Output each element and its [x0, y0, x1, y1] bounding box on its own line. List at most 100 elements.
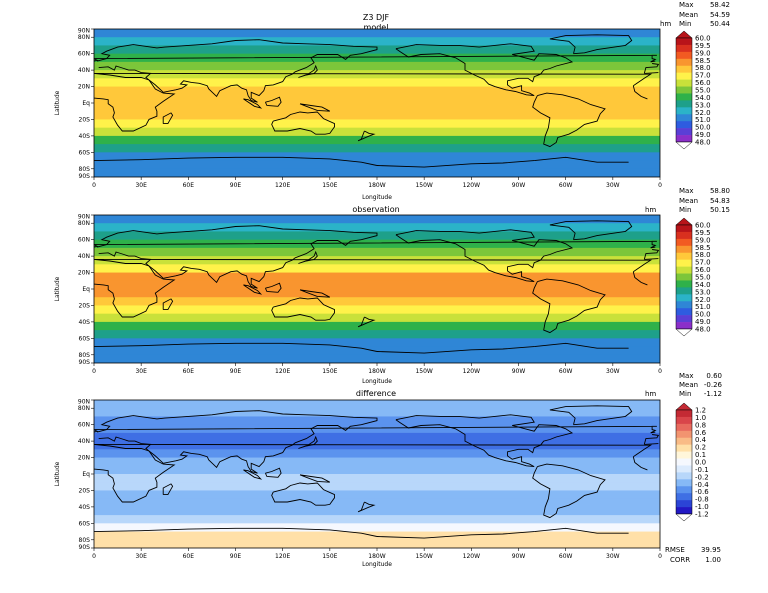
x-tick-label: 120E: [275, 182, 290, 189]
zonal-band: [94, 338, 660, 348]
colorbar-swatch: [676, 79, 692, 87]
coastline: [376, 160, 535, 168]
colorbar-tick-label: 55.0: [695, 274, 711, 282]
colorbar-tick-label: 57.0: [695, 259, 711, 267]
colorbar-swatch: [676, 93, 692, 101]
zonal-band: [94, 29, 660, 38]
colorbar-tick-label: 51.0: [695, 303, 711, 311]
corr-value: 1.00: [705, 556, 721, 564]
coastline: [93, 156, 629, 166]
colorbar-swatch: [676, 437, 692, 445]
colorbar-swatch: [676, 294, 692, 302]
zonal-band: [94, 305, 660, 315]
coastline: [243, 284, 263, 295]
colorbar-tick-label: 54.0: [695, 281, 711, 289]
coastline: [298, 64, 318, 78]
x-tick-label: 60W: [559, 182, 573, 189]
stat-max-value: 58.80: [710, 187, 730, 195]
coastline: [264, 96, 282, 107]
y-tick-label: Eq: [82, 471, 90, 478]
corr-label: CORR: [670, 556, 690, 564]
x-tick-label: 30E: [135, 368, 147, 375]
x-tick-label: 90W: [512, 368, 526, 375]
zonal-band: [94, 239, 660, 249]
coastline: [395, 43, 574, 97]
y-tick-label: 20N: [78, 270, 90, 277]
units-label: hm: [645, 206, 656, 214]
colorbar-swatch: [676, 121, 692, 129]
zonal-band: [94, 539, 660, 548]
x-tick-label: 90E: [230, 182, 242, 189]
zonal-band: [94, 86, 660, 96]
coastline: [271, 297, 335, 321]
stat-min-value: 50.15: [710, 206, 730, 214]
colorbar-tick-label: 59.0: [695, 236, 711, 244]
colorbar-tick-label: -1.0: [695, 503, 709, 511]
zonal-band: [94, 215, 660, 224]
coastline: [243, 469, 263, 480]
zonal-band: [94, 354, 660, 363]
zonal-band: [94, 523, 660, 533]
coastline: [93, 240, 657, 249]
x-tick-label: 180W: [368, 182, 385, 189]
x-tick-label: 30E: [135, 553, 147, 560]
zonal-band: [94, 432, 660, 442]
zonal-band: [94, 160, 660, 170]
x-tick-label: 0: [92, 182, 96, 189]
zonal-band: [94, 61, 660, 71]
colorbar-tick-label: 59.0: [695, 49, 711, 57]
colorbar-tick-label: 0.6: [695, 429, 707, 437]
stat-mean-value: -0.26: [704, 381, 723, 389]
x-tick-label: 150E: [322, 368, 337, 375]
coastline: [96, 410, 660, 474]
colorbar-swatch: [676, 500, 692, 508]
coastline: [357, 130, 376, 142]
coastline: [532, 278, 606, 334]
stat-min-label: Min: [679, 20, 691, 28]
coastline: [96, 39, 660, 103]
zonal-band: [94, 78, 660, 88]
y-tick-label: 80S: [79, 537, 91, 544]
y-tick-label: 60S: [79, 520, 91, 527]
zonal-band: [94, 474, 660, 483]
zonal-band: [94, 498, 660, 508]
zonal-band: [94, 424, 660, 434]
colorbar-tick-label: 48.0: [695, 139, 711, 147]
panel-observation: observation Max 58.80 Mean 54.83 hm Min …: [54, 187, 730, 385]
coastline: [93, 342, 629, 352]
zonal-band: [94, 297, 660, 307]
x-tick-label: 150W: [415, 553, 432, 560]
zonal-band: [94, 408, 660, 418]
zonal-band: [94, 490, 660, 500]
colorbar-tick-label: 56.0: [695, 266, 711, 274]
coastline: [376, 346, 535, 354]
colorbar-swatch: [676, 472, 692, 480]
stat-mean-value: 54.83: [710, 197, 730, 205]
zonal-band: [94, 515, 660, 524]
colorbar-tick-label: 52.0: [695, 296, 711, 304]
y-tick-label: 40S: [79, 319, 91, 326]
colorbar-swatch: [676, 266, 692, 274]
y-tick-label: 60S: [79, 335, 91, 342]
panel-title: difference: [356, 389, 396, 398]
coastline: [93, 54, 657, 63]
y-axis-label: Latitude: [54, 90, 61, 115]
colorbar-tick-label: 53.0: [695, 288, 711, 296]
coastline: [549, 34, 633, 55]
colorbar-under-arrow: [675, 513, 693, 522]
coastline: [93, 527, 629, 537]
y-tick-label: 90N: [78, 399, 90, 406]
y-tick-label: 20N: [78, 455, 90, 462]
x-tick-label: 150W: [415, 368, 432, 375]
colorbar-over-arrow: [675, 402, 693, 411]
colorbar-tick-label: 54.0: [695, 94, 711, 102]
colorbar-tick-label: 58.5: [695, 57, 711, 65]
coastline: [532, 463, 606, 519]
x-axis-label: Longitude: [362, 194, 392, 201]
colorbar-swatch: [676, 100, 692, 108]
y-tick-label: 20S: [79, 487, 91, 494]
y-tick-label: 60N: [78, 237, 90, 244]
colorbar-tick-label: 60.0: [695, 222, 711, 230]
colorbar-tick-label: 49.0: [695, 131, 711, 139]
stat-max-value: 0.60: [706, 372, 722, 380]
